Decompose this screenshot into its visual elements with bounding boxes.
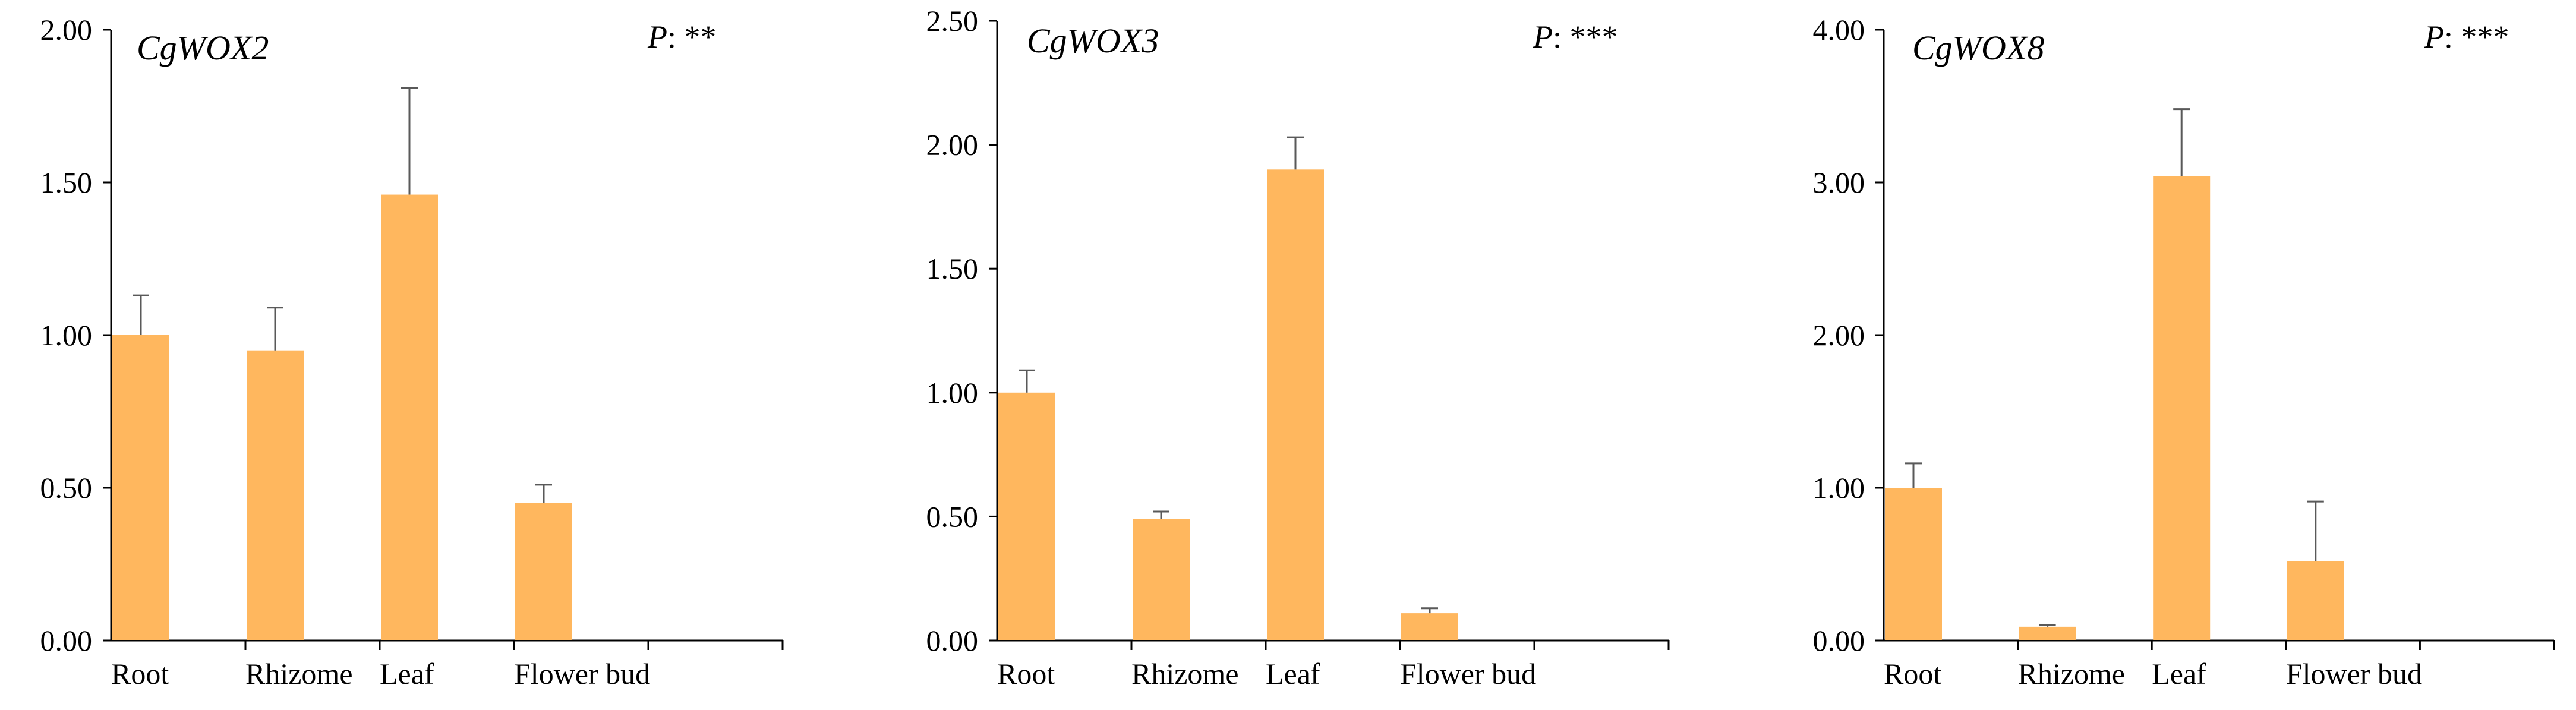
p-symbol: P xyxy=(2424,19,2444,55)
y-tick-label: 1.00 xyxy=(926,376,979,409)
y-tick-label: 4.00 xyxy=(1813,13,1865,46)
y-tick-label: 1.00 xyxy=(40,318,93,352)
x-tick-label: Root xyxy=(111,657,169,690)
p-symbol: P xyxy=(647,19,667,55)
y-tick-label: 0.50 xyxy=(40,471,93,504)
chart-panel-1: 0.00 0.50 1.00 1.50 2.00 Root Rhizome Leaf Flowe… xyxy=(40,13,784,690)
x-tick-label: Root xyxy=(1884,657,1941,690)
chart-title: CgWOX3 xyxy=(1027,21,1159,60)
bar-flower-bud xyxy=(2287,561,2344,640)
y-tick-label: 0.00 xyxy=(926,624,979,657)
y-tick-label: 2.00 xyxy=(926,128,979,162)
y-tick-label: 1.00 xyxy=(1813,471,1865,504)
y-tick-label: 0.00 xyxy=(1813,624,1865,657)
p-significance: *** xyxy=(1570,19,1618,55)
bar-root xyxy=(1885,488,1942,640)
x-tick-label: Flower bud xyxy=(1400,657,1536,690)
chart-panel-3: 0.00 1.00 2.00 3.00 4.00 Root Rhizome Leaf Flowe… xyxy=(1813,13,2555,690)
bar-leaf xyxy=(2153,176,2211,641)
y-tick-label: 0.50 xyxy=(926,500,979,533)
y-tick-label: 2.00 xyxy=(40,13,93,46)
bar-root xyxy=(112,335,169,640)
x-tick-label: Flower bud xyxy=(514,657,650,690)
p-significance: ** xyxy=(685,19,717,55)
bar-leaf xyxy=(1267,169,1324,640)
chart-title: CgWOX8 xyxy=(1912,29,2044,67)
chart-panel-2: 0.00 0.50 1.00 1.50 2.00 2.50 Root Rhizome Leaf F… xyxy=(926,4,1670,690)
x-tick-label: Leaf xyxy=(2152,657,2206,690)
x-tick-label: Leaf xyxy=(380,657,434,690)
bar-flower-bud xyxy=(515,503,572,640)
chart-title: CgWOX2 xyxy=(137,29,269,67)
bar-root xyxy=(998,392,1055,640)
y-tick-label: 2.00 xyxy=(1813,318,1865,352)
y-tick-label: 2.50 xyxy=(926,4,979,37)
bar-flower-bud xyxy=(1401,613,1458,640)
p-separator: : xyxy=(2444,19,2461,55)
p-value-label: P: *** xyxy=(1533,19,1618,55)
x-tick-label: Flower bud xyxy=(2286,657,2422,690)
bar-leaf xyxy=(381,194,438,640)
x-tick-label: Rhizome xyxy=(1131,657,1239,690)
bar-rhizome xyxy=(2019,626,2076,640)
p-symbol: P xyxy=(1533,19,1553,55)
y-tick-label: 1.50 xyxy=(926,252,979,285)
p-value-label: P: ** xyxy=(647,19,717,55)
y-tick-label: 0.00 xyxy=(40,624,93,657)
x-tick-label: Root xyxy=(997,657,1055,690)
p-separator: : xyxy=(1553,19,1570,55)
x-tick-label: Rhizome xyxy=(245,657,353,690)
p-significance: *** xyxy=(2461,19,2509,55)
y-tick-label: 3.00 xyxy=(1813,166,1865,199)
x-tick-label: Rhizome xyxy=(2018,657,2126,690)
bar-rhizome xyxy=(1133,519,1190,640)
p-value-label: P: *** xyxy=(2424,19,2509,55)
y-tick-label: 1.50 xyxy=(40,166,93,199)
x-tick-label: Leaf xyxy=(1266,657,1320,690)
p-separator: : xyxy=(667,19,685,55)
bar-rhizome xyxy=(247,350,304,640)
